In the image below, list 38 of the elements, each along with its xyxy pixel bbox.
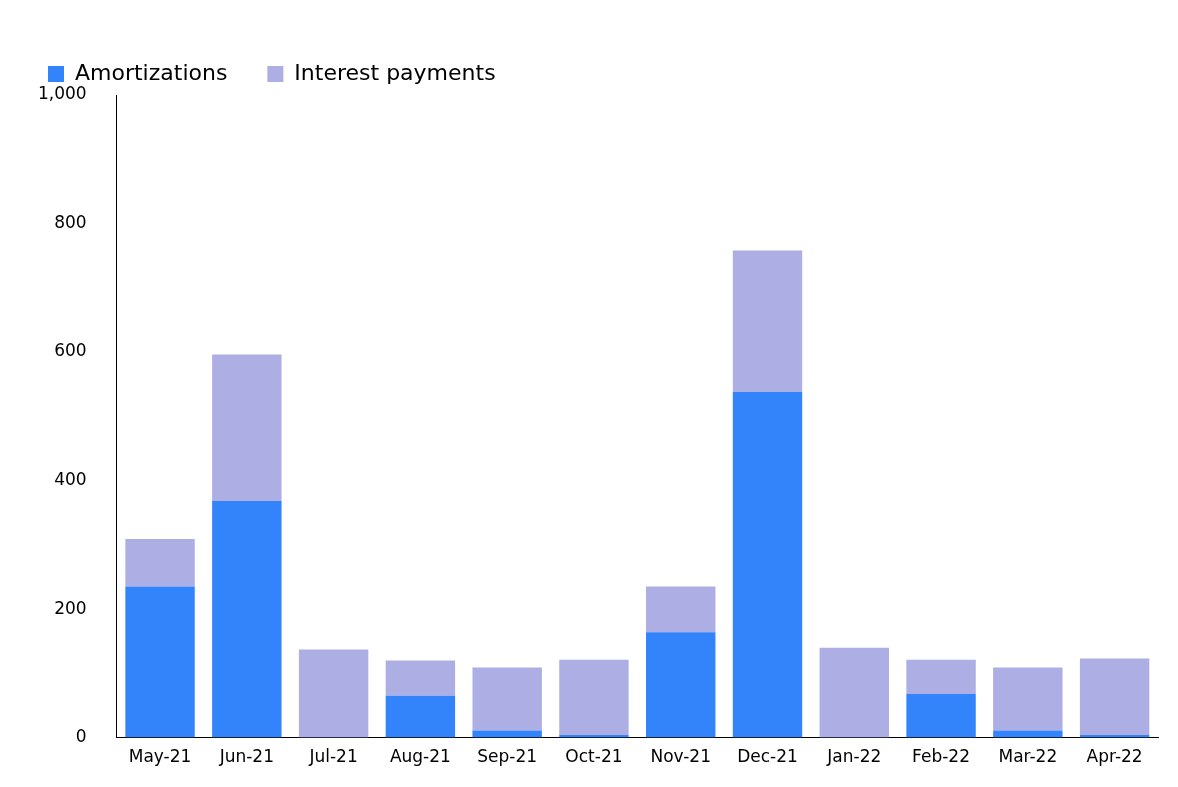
x-tick-label: Jan-22 <box>826 746 882 767</box>
bar <box>125 539 195 587</box>
bar <box>732 391 803 738</box>
bar <box>646 586 716 633</box>
y-tick-label: 600 <box>54 340 87 361</box>
bar <box>125 586 195 738</box>
x-tick-label: Apr-22 <box>1086 746 1143 767</box>
x-tick-label: Nov-21 <box>650 746 711 767</box>
x-tick-label: Mar-22 <box>998 746 1058 767</box>
y-tick-label: 400 <box>54 468 87 489</box>
bar <box>559 659 629 736</box>
legend-label: Amortizations <box>75 59 228 85</box>
y-tick-label: 1,000 <box>38 83 87 104</box>
y-tick-label: 800 <box>54 211 87 232</box>
x-tick-label: Aug-21 <box>389 746 451 767</box>
legend-label: Interest payments <box>294 59 496 85</box>
bar <box>385 660 456 696</box>
bar <box>385 695 456 738</box>
bar <box>646 632 716 738</box>
bar <box>906 659 976 694</box>
bar <box>993 667 1063 731</box>
bar <box>212 354 282 502</box>
x-tick-label: Jul-21 <box>308 746 358 767</box>
bar <box>732 250 803 392</box>
x-tick-label: May-21 <box>128 746 192 767</box>
y-tick-label: 200 <box>54 597 87 618</box>
x-tick-label: Sep-21 <box>477 746 538 767</box>
x-tick-label: Dec-21 <box>737 746 798 767</box>
x-tick-label: Feb-22 <box>912 746 970 767</box>
bar <box>212 501 282 738</box>
y-tick-label: 0 <box>75 726 87 747</box>
bar <box>472 667 542 731</box>
bar <box>906 693 976 738</box>
x-tick-label: Oct-21 <box>565 746 623 767</box>
bar <box>1079 658 1150 736</box>
bar <box>298 649 369 738</box>
x-tick-label: Jun-21 <box>218 746 275 767</box>
bar <box>819 647 889 738</box>
